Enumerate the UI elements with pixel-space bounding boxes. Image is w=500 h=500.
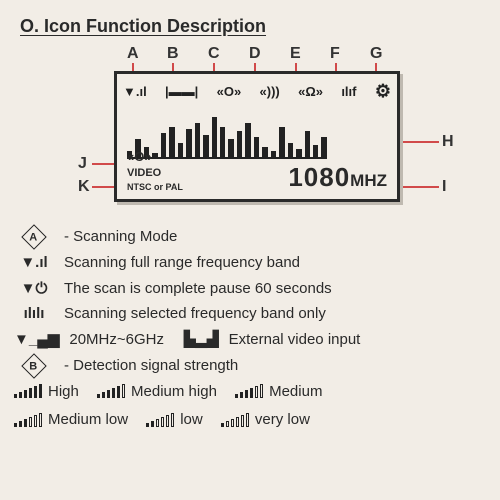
ext-video-label: External video input bbox=[229, 329, 361, 351]
video-std-label: NTSC or PAL bbox=[127, 181, 183, 193]
callout-e: E bbox=[290, 45, 301, 63]
detection-strength-label: - Detection signal strength bbox=[64, 355, 238, 377]
strength-mh-label: Medium high bbox=[131, 381, 217, 403]
callout-k: K bbox=[78, 178, 90, 196]
icon-g: ⚙ bbox=[375, 81, 391, 102]
pause-label: The scan is complete pause 60 seconds bbox=[64, 278, 332, 300]
callout-h: H bbox=[442, 133, 454, 151]
range-label: 20MHz~6GHz bbox=[69, 329, 164, 351]
video-label: VIDEO bbox=[127, 166, 183, 181]
strength-m-icon bbox=[235, 384, 263, 398]
strength-low-label: low bbox=[180, 409, 203, 431]
icon-j: «O» bbox=[127, 148, 183, 166]
legend: A - Scanning Mode ▼.ıl Scanning full ran… bbox=[14, 226, 490, 434]
range-icon: ▼_▄▆ bbox=[14, 329, 59, 351]
strength-high-icon bbox=[14, 384, 42, 398]
callout-d: D bbox=[249, 45, 261, 63]
lcd-screen: ▼.ıl |▬▬| «O» «))) «Ω» ılıf ⚙ «O» VIDEO … bbox=[114, 71, 400, 202]
strength-ml-label: Medium low bbox=[48, 409, 128, 431]
strength-row-1: High Medium high Medium bbox=[14, 381, 490, 406]
lcd-left-stack: «O» VIDEO NTSC or PAL bbox=[127, 148, 183, 193]
callout-f: F bbox=[330, 45, 340, 63]
full-range-icon: ▼.ıl bbox=[14, 252, 54, 274]
icon-d: «))) bbox=[260, 84, 280, 99]
selected-band-icon: ılılı bbox=[14, 303, 54, 325]
icon-a: ▼.ıl bbox=[123, 84, 147, 99]
scanning-mode-label: - Scanning Mode bbox=[64, 226, 177, 248]
diamond-b-icon: B bbox=[21, 353, 46, 378]
icon-c: «O» bbox=[217, 84, 242, 99]
strength-ml-icon bbox=[14, 413, 42, 427]
frequency-readout: 1080MHZ bbox=[288, 162, 387, 193]
callout-j: J bbox=[78, 155, 87, 173]
strength-low-icon bbox=[146, 413, 174, 427]
lcd-diagram: A B C D E F G H I J K ▼.ıl |▬▬| «O» «)))… bbox=[14, 43, 490, 218]
callout-g: G bbox=[370, 45, 382, 63]
strength-high-label: High bbox=[48, 381, 79, 403]
icon-e: «Ω» bbox=[298, 84, 323, 99]
strength-mh-icon bbox=[97, 384, 125, 398]
section-title: O. Icon Function Description bbox=[20, 16, 490, 37]
full-range-label: Scanning full range frequency band bbox=[64, 252, 300, 274]
ext-video-icon: ▙▂▟ bbox=[184, 329, 219, 351]
lcd-top-icons: ▼.ıl |▬▬| «O» «))) «Ω» ılıf ⚙ bbox=[123, 80, 391, 102]
strength-vl-label: very low bbox=[255, 409, 310, 431]
frequency-value: 1080 bbox=[288, 162, 350, 192]
strength-row-2: Medium low low very low bbox=[14, 409, 490, 434]
selected-band-label: Scanning selected frequency band only bbox=[64, 303, 326, 325]
callout-i: I bbox=[442, 178, 446, 196]
diamond-a-icon: A bbox=[21, 224, 46, 249]
frequency-unit: MHZ bbox=[350, 171, 387, 190]
strength-vl-icon bbox=[221, 413, 249, 427]
callout-c: C bbox=[208, 45, 220, 63]
callout-b: B bbox=[167, 45, 179, 63]
strength-m-label: Medium bbox=[269, 381, 322, 403]
icon-f: ılıf bbox=[341, 84, 356, 99]
icon-b: |▬▬| bbox=[165, 84, 198, 99]
pause-icon: ▼⏻ bbox=[14, 278, 54, 300]
callout-a: A bbox=[127, 45, 139, 63]
